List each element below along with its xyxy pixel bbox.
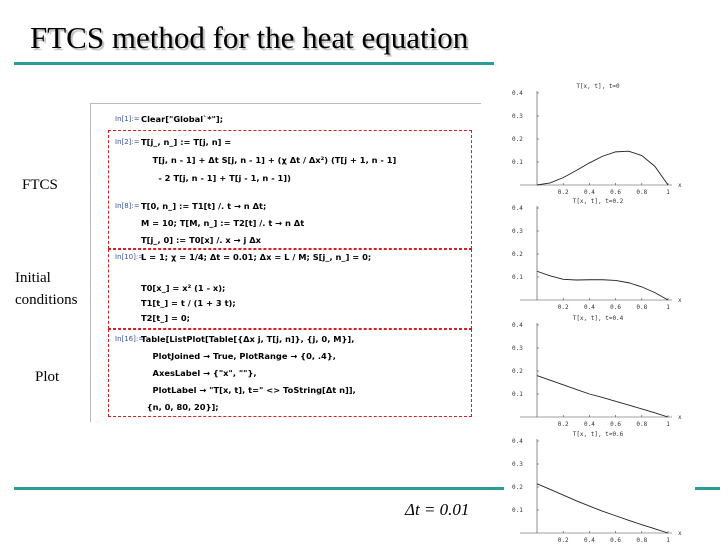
plot-title: T[x, t], t=0.4 — [573, 315, 624, 322]
cell-label: In[2]:= — [115, 138, 140, 146]
cell-label: In[16]:= — [115, 335, 145, 343]
x-tick-label: 0.8 — [636, 537, 647, 544]
plot-title: T[x, t], t=0.2 — [573, 198, 624, 205]
code-line: Table[ListPlot[Table[{Δx j, T[j, n]}, {j… — [141, 334, 355, 344]
y-tick-label: 0.1 — [512, 274, 523, 281]
code-line: PlotJoined → True, PlotRange → {0, .4}, — [141, 351, 336, 361]
y-tick-label: 0.1 — [512, 391, 523, 398]
plot-background — [505, 431, 695, 545]
x-tick-label: 1 — [666, 421, 670, 428]
time-step: Δt = 0.01 — [405, 500, 470, 519]
code-line: M = 10; T[M, n_] := T2[t] /. t → n Δt — [141, 218, 305, 228]
x-tick-label: 0.6 — [610, 304, 621, 311]
y-tick-label: 0.4 — [512, 205, 523, 212]
code-line: {n, 0, 80, 20}]; — [141, 402, 219, 412]
code-line: T0[x_] = x² (1 - x); — [141, 283, 226, 293]
x-tick-label: 1 — [666, 537, 670, 544]
x-tick-label: 0.8 — [636, 189, 647, 196]
section-box — [108, 329, 472, 417]
plot-background — [505, 315, 695, 429]
y-tick-label: 0.2 — [512, 136, 523, 143]
code-line: T1[t_] = t / (1 + 3 t); — [141, 298, 236, 308]
code-line: AxesLabel → {"x", ""}, — [141, 368, 257, 378]
plot-background — [505, 83, 695, 197]
y-tick-label: 0.1 — [512, 507, 523, 514]
y-tick-label: 0.2 — [512, 251, 523, 258]
x-tick-label: 0.8 — [636, 304, 647, 311]
y-tick-label: 0.3 — [512, 461, 523, 468]
section-box — [108, 130, 472, 249]
x-axis-label: x — [678, 297, 682, 304]
x-tick-label: 0.8 — [636, 421, 647, 428]
y-tick-label: 0.3 — [512, 228, 523, 235]
y-tick-label: 0.3 — [512, 113, 523, 120]
bottom-rule — [690, 487, 720, 490]
x-tick-label: 1 — [666, 304, 670, 311]
cell-label: In[8]:= — [115, 202, 140, 210]
side-label: FTCS — [22, 177, 58, 193]
code-line: - 2 T[j, n - 1] + T[j - 1, n - 1]) — [141, 173, 291, 183]
x-tick-label: 0.4 — [584, 537, 595, 544]
notebook: In[1]:= Clear["Global`*"]; In[2]:= T[j_, n_… — [90, 103, 481, 422]
x-tick-label: 0.2 — [558, 189, 569, 196]
y-tick-label: 0.3 — [512, 345, 523, 352]
x-axis-label: x — [678, 530, 682, 537]
section-box — [108, 249, 472, 329]
plot-title: T[x, t], t=0 — [576, 83, 620, 90]
x-tick-label: 0.4 — [584, 189, 595, 196]
code-line: T[j, n - 1] + Δt S[j, n - 1] + (χ Δt / Δ… — [141, 155, 397, 165]
x-tick-label: 0.2 — [558, 537, 569, 544]
side-label: Initial — [15, 270, 51, 286]
code-line: L = 1; χ = 1/4; Δt = 0.01; Δx = L / M; S… — [141, 252, 372, 262]
x-tick-label: 0.4 — [584, 304, 595, 311]
y-tick-label: 0.2 — [512, 368, 523, 375]
x-tick-label: 0.6 — [610, 537, 621, 544]
code-line: T[0, n_] := T1[t] /. t → n Δt; — [141, 201, 267, 211]
code-line: T[j_, n_] := T[j, n] = — [141, 137, 232, 147]
x-axis-label: x — [678, 414, 682, 421]
code-line: Clear["Global`*"]; — [141, 114, 224, 124]
x-tick-label: 1 — [666, 189, 670, 196]
x-tick-label: 0.6 — [610, 189, 621, 196]
title-rule — [14, 62, 494, 65]
curve — [536, 375, 669, 418]
y-tick-label: 0.4 — [512, 438, 523, 445]
x-tick-label: 0.4 — [584, 421, 595, 428]
cell-label: In[1]:= — [115, 115, 140, 123]
side-label: conditions — [15, 292, 78, 308]
x-tick-label: 0.2 — [558, 304, 569, 311]
plot-title: T[x, t], t=0.6 — [573, 431, 624, 438]
side-label: Plot — [35, 369, 60, 385]
y-tick-label: 0.2 — [512, 484, 523, 491]
x-axis-label: x — [678, 182, 682, 189]
y-tick-label: 0.1 — [512, 159, 523, 166]
curve — [536, 150, 669, 186]
bottom-rule — [14, 487, 504, 490]
code-line: T[j_, 0] := T0[x] /. x → j Δx — [141, 235, 262, 245]
code-line: PlotLabel → "T[x, t], t=" <> ToString[Δt… — [141, 385, 356, 395]
curve — [536, 483, 669, 534]
plot-background — [505, 198, 695, 312]
code-line: T2[t_] = 0; — [141, 313, 190, 323]
cell-label: In[10]:= — [115, 253, 145, 261]
y-tick-label: 0.4 — [512, 322, 523, 329]
curve — [536, 270, 669, 301]
y-tick-label: 0.4 — [512, 90, 523, 97]
slide-title: FTCS method for the heat equation — [30, 20, 469, 55]
x-tick-label: 0.6 — [610, 421, 621, 428]
x-tick-label: 0.2 — [558, 421, 569, 428]
